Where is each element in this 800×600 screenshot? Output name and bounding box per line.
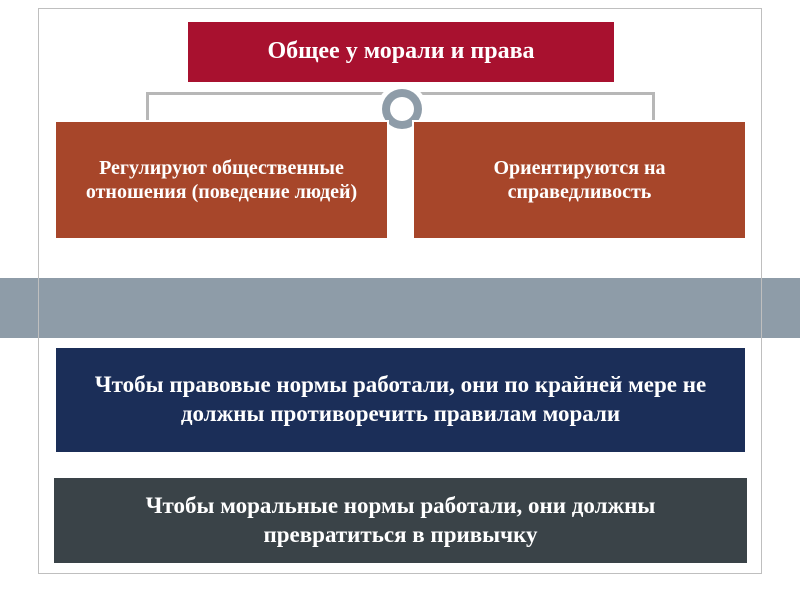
band-2-text: Чтобы моральные нормы работали, они долж…	[84, 492, 717, 550]
band-2: Чтобы моральные нормы работали, они долж…	[54, 478, 747, 563]
child-right-text: Ориентируются на справедливость	[434, 156, 725, 204]
slide: Общее у морали и права Регулируют общест…	[0, 0, 800, 600]
connector-vertical-left	[146, 92, 149, 120]
band-1: Чтобы правовые нормы работали, они по кр…	[54, 346, 747, 454]
connector-vertical-right	[652, 92, 655, 120]
band-1-text: Чтобы правовые нормы работали, они по кр…	[86, 371, 715, 429]
title-box: Общее у морали и права	[186, 20, 616, 84]
ring-inner	[390, 97, 414, 121]
child-box-right: Ориентируются на справедливость	[412, 120, 747, 240]
title-text: Общее у морали и права	[267, 38, 534, 66]
child-box-left: Регулируют общественные отношения (повед…	[54, 120, 389, 240]
child-left-text: Регулируют общественные отношения (повед…	[76, 156, 367, 204]
